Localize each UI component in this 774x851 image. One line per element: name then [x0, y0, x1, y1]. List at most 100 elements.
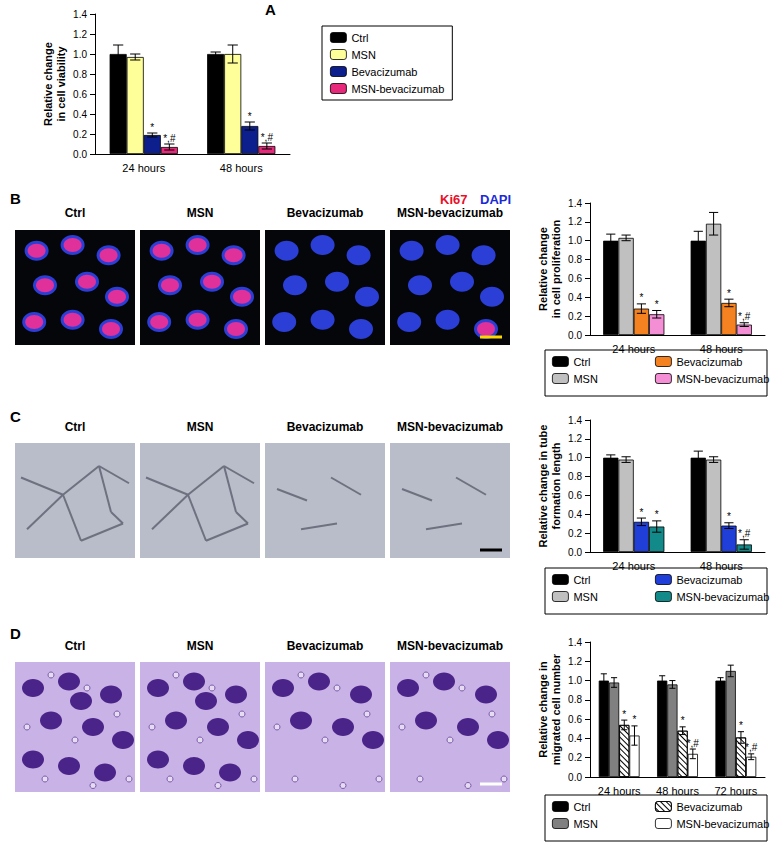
svg-text:Ctrl: Ctrl — [573, 574, 590, 586]
svg-text:0.8: 0.8 — [73, 69, 87, 80]
svg-text:0.2: 0.2 — [568, 528, 582, 539]
svg-text:24 hours: 24 hours — [612, 560, 655, 572]
svg-text:Relative change in: Relative change in — [537, 661, 549, 758]
svg-text:24 hours: 24 hours — [598, 785, 641, 797]
svg-text:1.0: 1.0 — [568, 675, 582, 686]
svg-text:Bevacizumab: Bevacizumab — [676, 801, 742, 813]
svg-text:*,#: *,# — [738, 528, 751, 539]
svg-text:MSN-bevacizumab: MSN-bevacizumab — [676, 591, 769, 603]
svg-text:in cell viability: in cell viability — [55, 46, 67, 122]
svg-text:1.2: 1.2 — [568, 433, 582, 444]
svg-text:Bevacizumab: Bevacizumab — [676, 356, 742, 368]
svg-text:*: * — [727, 511, 731, 522]
svg-text:MSN: MSN — [187, 420, 214, 434]
svg-text:Ctrl: Ctrl — [65, 639, 86, 653]
svg-text:MSN-bevacizumab: MSN-bevacizumab — [676, 818, 769, 830]
svg-text:1.2: 1.2 — [73, 29, 87, 40]
svg-text:*: * — [681, 715, 685, 726]
svg-text:Bevacizumab: Bevacizumab — [287, 420, 364, 434]
svg-text:0.2: 0.2 — [73, 129, 87, 140]
svg-text:0.8: 0.8 — [568, 471, 582, 482]
svg-text:Ctrl: Ctrl — [65, 206, 86, 220]
svg-text:*: * — [248, 111, 252, 122]
svg-text:24 hours: 24 hours — [612, 343, 655, 355]
svg-text:*,#: *,# — [261, 132, 274, 143]
svg-text:0.0: 0.0 — [568, 330, 582, 341]
svg-text:Ctrl: Ctrl — [351, 32, 368, 44]
svg-text:72 hours: 72 hours — [714, 785, 757, 797]
svg-text:Bevacizumab: Bevacizumab — [287, 639, 364, 653]
svg-text:DAPI: DAPI — [480, 192, 511, 207]
svg-text:*,#: *,# — [687, 738, 700, 749]
svg-text:0.6: 0.6 — [73, 89, 87, 100]
svg-text:Relative change: Relative change — [42, 42, 54, 126]
svg-text:*: * — [727, 288, 731, 299]
svg-text:MSN: MSN — [573, 591, 598, 603]
svg-text:Bevacizumab: Bevacizumab — [676, 574, 742, 586]
svg-text:*: * — [739, 720, 743, 731]
svg-text:0.6: 0.6 — [568, 714, 582, 725]
svg-text:1.4: 1.4 — [568, 637, 582, 648]
svg-text:Ki67: Ki67 — [440, 192, 467, 207]
svg-text:in cell proliferation: in cell proliferation — [550, 220, 562, 319]
svg-text:0.6: 0.6 — [568, 273, 582, 284]
svg-text:MSN: MSN — [351, 49, 376, 61]
svg-text:MSN-bevacizumab: MSN-bevacizumab — [397, 639, 503, 653]
svg-text:0.8: 0.8 — [568, 694, 582, 705]
svg-text:Ctrl: Ctrl — [573, 356, 590, 368]
svg-text:*,#: *,# — [738, 311, 751, 322]
svg-text:0.4: 0.4 — [73, 109, 87, 120]
svg-text:Ctrl: Ctrl — [65, 420, 86, 434]
svg-text:MSN: MSN — [573, 818, 598, 830]
svg-text:0.0: 0.0 — [73, 149, 87, 160]
svg-text:48 hours: 48 hours — [220, 162, 263, 174]
svg-text:*: * — [622, 709, 626, 720]
svg-text:1.2: 1.2 — [568, 216, 582, 227]
svg-text:1.0: 1.0 — [568, 452, 582, 463]
svg-text:*: * — [633, 714, 637, 725]
svg-text:D: D — [10, 625, 21, 642]
svg-text:0.4: 0.4 — [568, 733, 582, 744]
svg-text:1.4: 1.4 — [73, 9, 87, 20]
svg-text:0.2: 0.2 — [568, 311, 582, 322]
svg-text:0.4: 0.4 — [568, 509, 582, 520]
svg-text:*: * — [150, 122, 154, 133]
svg-text:MSN: MSN — [187, 206, 214, 220]
svg-text:1.0: 1.0 — [73, 49, 87, 60]
svg-text:*: * — [655, 299, 659, 310]
svg-text:48 hours: 48 hours — [700, 343, 743, 355]
svg-text:*,#: *,# — [745, 742, 758, 753]
svg-text:C: C — [10, 408, 21, 425]
svg-text:48 hours: 48 hours — [700, 560, 743, 572]
svg-text:MSN: MSN — [187, 639, 214, 653]
svg-text:1.4: 1.4 — [568, 415, 582, 426]
svg-text:MSN-bevacizumab: MSN-bevacizumab — [676, 373, 769, 385]
svg-text:Bevacizumab: Bevacizumab — [351, 66, 417, 78]
svg-text:0.0: 0.0 — [568, 547, 582, 558]
svg-text:MSN-bevacizumab: MSN-bevacizumab — [351, 83, 444, 95]
svg-text:B: B — [10, 190, 21, 207]
svg-text:0.2: 0.2 — [568, 752, 582, 763]
svg-text:formation length: formation length — [550, 442, 562, 529]
svg-text:0.0: 0.0 — [568, 772, 582, 783]
svg-text:MSN-bevacizumab: MSN-bevacizumab — [397, 420, 503, 434]
svg-text:24 hours: 24 hours — [122, 162, 165, 174]
svg-text:*,#: *,# — [163, 133, 176, 144]
svg-text:MSN-bevacizumab: MSN-bevacizumab — [397, 206, 503, 220]
svg-text:*: * — [639, 292, 643, 303]
svg-text:0.8: 0.8 — [568, 254, 582, 265]
svg-text:0.6: 0.6 — [568, 490, 582, 501]
svg-text:Bevacizumab: Bevacizumab — [287, 206, 364, 220]
svg-text:MSN: MSN — [573, 373, 598, 385]
svg-text:1.0: 1.0 — [568, 235, 582, 246]
svg-text:1.2: 1.2 — [568, 656, 582, 667]
svg-text:migrated cell number: migrated cell number — [550, 653, 562, 765]
svg-text:Relative change in tube: Relative change in tube — [537, 425, 549, 548]
svg-text:0.4: 0.4 — [568, 292, 582, 303]
svg-text:*: * — [655, 509, 659, 520]
svg-text:Ctrl: Ctrl — [573, 801, 590, 813]
svg-text:*: * — [639, 507, 643, 518]
svg-text:1.4: 1.4 — [568, 198, 582, 209]
svg-text:Relative change: Relative change — [537, 227, 549, 311]
svg-text:48 hours: 48 hours — [656, 785, 699, 797]
